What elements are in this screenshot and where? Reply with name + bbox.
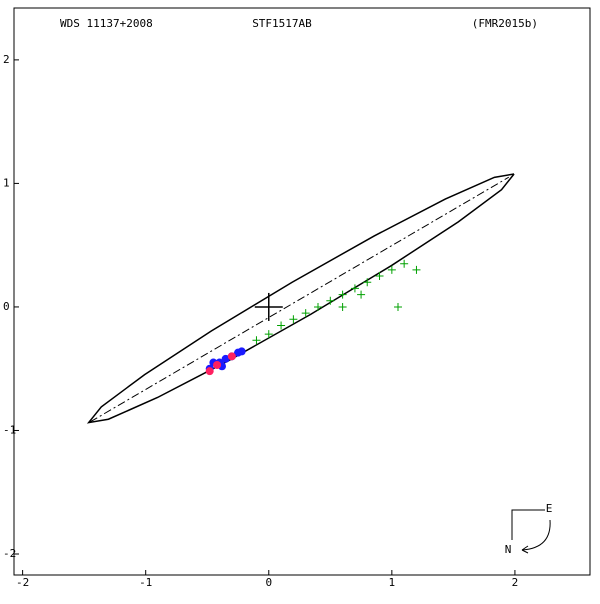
observation <box>338 302 347 311</box>
x-tick-label: -1 <box>139 576 152 589</box>
observation <box>326 296 335 305</box>
observation <box>375 272 384 281</box>
y-tick-label: 1 <box>3 176 10 189</box>
x-tick-label: -2 <box>16 576 29 589</box>
observation <box>400 259 409 268</box>
observation <box>213 361 222 369</box>
observation <box>264 330 273 339</box>
line-of-nodes <box>90 176 510 423</box>
header-id: WDS 11137+2008 <box>60 17 153 30</box>
orbit-ellipse <box>86 173 515 424</box>
y-tick-label: 0 <box>3 300 10 313</box>
frame <box>13 7 591 576</box>
observation <box>314 302 322 311</box>
observation <box>227 352 236 361</box>
observation <box>338 290 347 299</box>
y-tick-label: 2 <box>3 53 10 66</box>
compass-e: E <box>546 502 553 515</box>
observation <box>277 321 286 330</box>
observation <box>221 354 230 363</box>
observation <box>350 284 359 293</box>
y-tick-label: -1 <box>3 423 16 436</box>
observation <box>357 290 366 299</box>
x-tick-label: 2 <box>512 576 519 589</box>
y-tick-label: -2 <box>3 547 16 560</box>
observation <box>289 315 298 324</box>
observation <box>301 309 310 318</box>
x-tick-label: 1 <box>389 576 396 589</box>
observation <box>412 265 421 274</box>
header-ref: (FMR2015b) <box>472 17 538 30</box>
observation <box>237 347 246 356</box>
observation <box>363 278 372 287</box>
compass-n: N <box>505 543 512 556</box>
observation <box>394 302 402 311</box>
x-tick-label: 0 <box>265 576 272 589</box>
header-name: STF1517AB <box>252 17 312 30</box>
observation <box>205 367 214 376</box>
observation <box>387 265 396 274</box>
compass: E N <box>505 502 553 556</box>
observation <box>252 336 261 345</box>
